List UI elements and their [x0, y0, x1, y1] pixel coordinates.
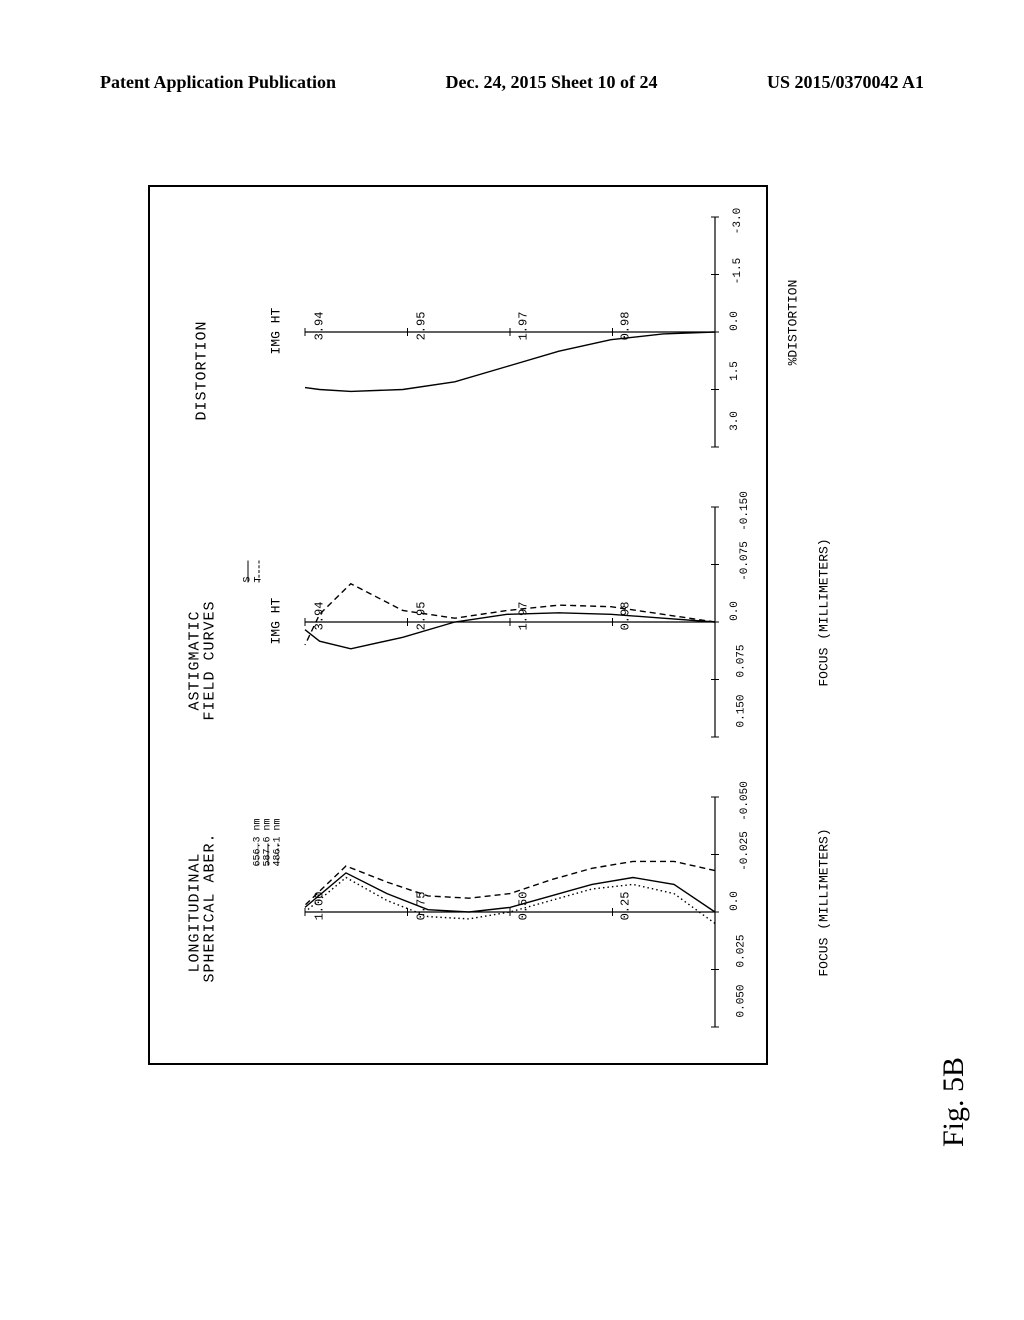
astig-title-2: FIELD CURVES	[202, 600, 219, 720]
ytick-dst-3: 1.97	[516, 312, 530, 341]
spherical-panel: LONGITUDINAL SPHERICAL ABER. 656.3 nm 58…	[150, 767, 766, 1057]
xlabel-dst: %DISTORTION	[785, 280, 800, 366]
xtick-ast-2: 0.0	[729, 601, 741, 621]
legend-486: 486.1 nm	[273, 818, 284, 866]
spherical-title-2: SPHERICAL ABER.	[185, 832, 236, 1042]
xtick-ast-4: 0.150	[736, 694, 748, 727]
xtick-sph-1: -0.025	[739, 831, 751, 871]
ytick-sph-3: 0.50	[516, 892, 530, 921]
figure-frame: LONGITUDINAL SPHERICAL ABER. 656.3 nm 58…	[148, 185, 768, 1065]
imght-astig: IMG HT	[269, 598, 284, 645]
figure-label: Fig. 5B	[937, 1057, 971, 1147]
xtick-ast-0: -0.150	[739, 491, 751, 531]
ytick-ast-3: 1.97	[516, 602, 530, 631]
ytick-ast-2: 2.95	[414, 602, 428, 631]
ytick-ast-4: 0.98	[618, 602, 632, 631]
ytick-sph-1: 1.00	[312, 892, 326, 921]
xtick-dst-0: -3.0	[732, 208, 744, 234]
xtick-ast-1: -0.075	[739, 541, 751, 581]
ytick-dst-2: 2.95	[414, 312, 428, 341]
xtick-sph-3: 0.025	[736, 934, 748, 967]
legend-t: T	[254, 576, 265, 582]
ytick-dst-1: 3.94	[312, 312, 326, 341]
xlabel-sph: FOCUS (MILLIMETERS)	[817, 828, 832, 976]
xtick-dst-3: 1.5	[729, 361, 741, 381]
ytick-sph-4: 0.25	[618, 892, 632, 921]
page-header: Patent Application Publication Dec. 24, …	[0, 72, 1024, 93]
distortion-panel: DISTORTION IMG HT 3.94 2.95 1.97 0.98 -3…	[150, 187, 766, 477]
xtick-sph-2: 0.0	[729, 891, 741, 911]
xtick-sph-0: -0.050	[739, 781, 751, 821]
imght-dist: IMG HT	[269, 308, 284, 355]
xtick-sph-4: 0.050	[736, 984, 748, 1017]
dist-title: DISTORTION	[194, 320, 211, 420]
ytick-ast-1: 3.94	[312, 602, 326, 631]
xtick-ast-3: 0.075	[736, 644, 748, 677]
legend-s: S	[243, 576, 254, 582]
header-right: US 2015/0370042 A1	[767, 72, 924, 93]
ytick-sph-2: 0.75	[414, 892, 428, 921]
header-center: Dec. 24, 2015 Sheet 10 of 24	[446, 72, 658, 93]
ytick-dst-4: 0.98	[618, 312, 632, 341]
xtick-dst-2: 0.0	[729, 311, 741, 331]
xlabel-ast: FOCUS (MILLIMETERS)	[817, 538, 832, 686]
astigmatic-panel: ASTIGMATIC FIELD CURVES S T IMG HT 3.94 …	[150, 477, 766, 767]
xtick-dst-1: -1.5	[732, 258, 744, 284]
xtick-dst-4: 3.0	[729, 411, 741, 431]
header-left: Patent Application Publication	[100, 72, 336, 93]
